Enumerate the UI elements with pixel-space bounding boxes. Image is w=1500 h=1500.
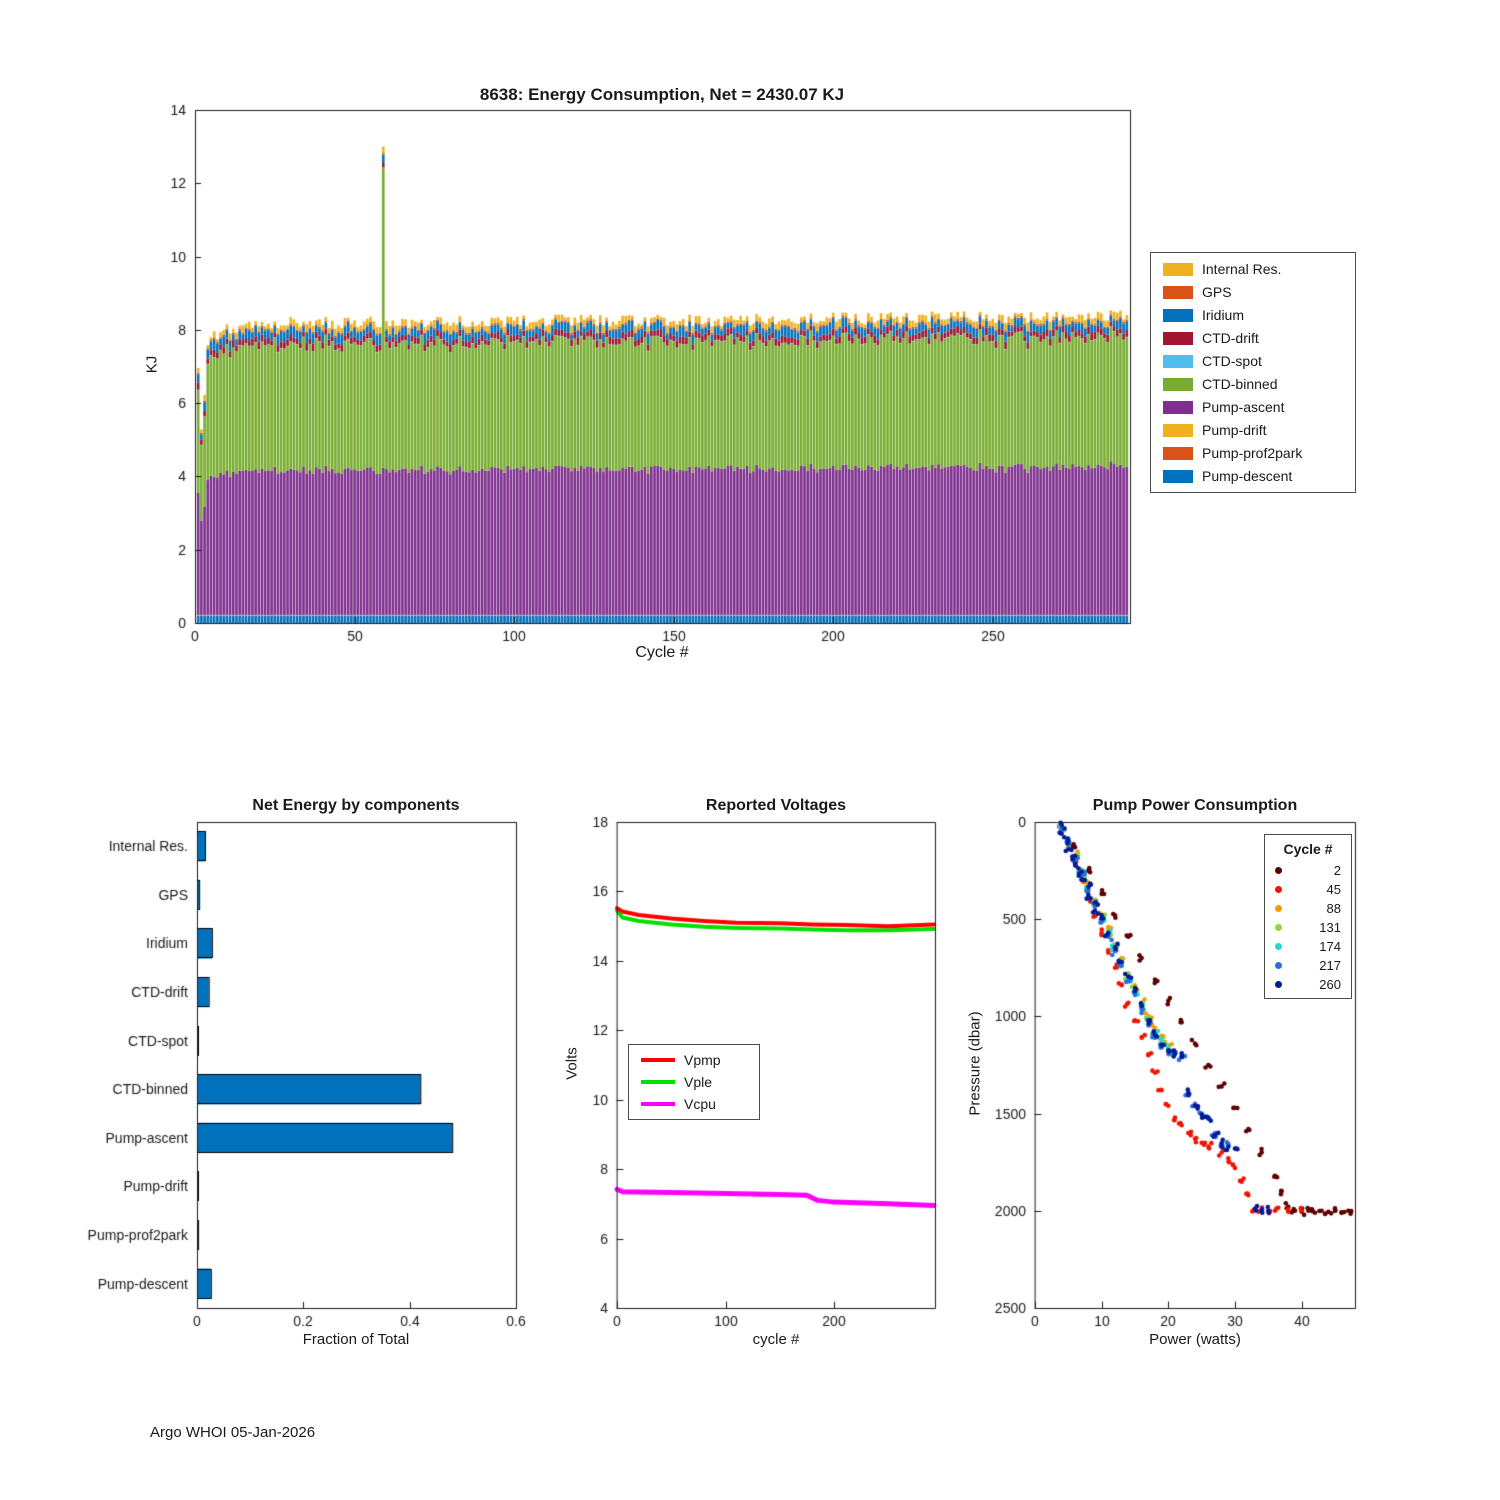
legend-item: Iridium <box>1163 307 1343 323</box>
legend-swatch <box>641 1058 675 1062</box>
voltages-ylabel: Volts <box>563 1047 581 1080</box>
pump-legend-title: Cycle # <box>1283 841 1333 857</box>
legend-label: Pump-descent <box>1202 468 1293 484</box>
legend-swatch <box>1163 446 1193 460</box>
legend-swatch <box>641 1080 675 1084</box>
legend-label: 131 <box>1319 920 1341 935</box>
legend-item: 131 <box>1275 920 1341 935</box>
legend-swatch <box>641 1102 675 1106</box>
voltages-xlabel: cycle # <box>752 1331 800 1348</box>
legend-item: 45 <box>1275 882 1341 897</box>
legend-label: Pump-drift <box>1202 422 1267 438</box>
legend-label: CTD-drift <box>1202 330 1259 346</box>
legend-label: 88 <box>1326 901 1341 916</box>
legend-label: Internal Res. <box>1202 261 1282 277</box>
legend-label: CTD-binned <box>1202 376 1278 392</box>
energy-ylabel: KJ <box>143 355 161 374</box>
legend-swatch <box>1163 354 1193 368</box>
legend-item: 217 <box>1275 958 1341 973</box>
voltages-legend: Vpmp Vple Vcpu <box>628 1044 760 1120</box>
legend-label: Pump-prof2park <box>1202 445 1303 461</box>
pump-power-xlabel: Power (watts) <box>1149 1331 1241 1348</box>
legend-item: 174 <box>1275 939 1341 954</box>
legend-item: Vple <box>641 1074 747 1090</box>
legend-label: Vpmp <box>684 1052 721 1068</box>
legend-label: Pump-ascent <box>1202 399 1285 415</box>
legend-swatch <box>1275 886 1282 893</box>
legend-swatch <box>1163 400 1193 414</box>
legend-label: 45 <box>1326 882 1341 897</box>
legend-swatch <box>1163 377 1193 391</box>
net-energy-xlabel: Fraction of Total <box>302 1331 410 1348</box>
legend-item: Pump-prof2park <box>1163 445 1343 461</box>
legend-label: 174 <box>1319 939 1341 954</box>
legend-label: CTD-spot <box>1202 353 1262 369</box>
legend-item: CTD-spot <box>1163 353 1343 369</box>
pump-cycle-legend: Cycle # 2 45 88 131 174 217 260 <box>1264 834 1352 999</box>
legend-item: Pump-ascent <box>1163 399 1343 415</box>
legend-item: CTD-binned <box>1163 376 1343 392</box>
legend-label: Iridium <box>1202 307 1245 323</box>
legend-swatch <box>1163 331 1193 345</box>
energy-legend: Internal Res. GPS Iridium CTD-drift CTD-spot… <box>1150 252 1356 493</box>
legend-item: 2 <box>1275 863 1341 878</box>
net-energy-title: Net Energy by components <box>252 797 460 814</box>
legend-swatch <box>1275 943 1282 950</box>
energy-xlabel: Cycle # <box>635 644 689 661</box>
legend-item: Internal Res. <box>1163 261 1343 277</box>
legend-swatch <box>1163 308 1193 322</box>
legend-label: 2 <box>1333 863 1341 878</box>
footer-text: Argo WHOI 05-Jan-2026 <box>150 1424 316 1441</box>
legend-item: 88 <box>1275 901 1341 916</box>
legend-item: CTD-drift <box>1163 330 1343 346</box>
pump-power-ylabel: Pressure (dbar) <box>966 1011 984 1116</box>
legend-item: Pump-drift <box>1163 422 1343 438</box>
legend-swatch <box>1275 924 1282 931</box>
legend-item: Pump-descent <box>1163 468 1343 484</box>
legend-label: 217 <box>1319 958 1341 973</box>
legend-item: Vcpu <box>641 1096 747 1112</box>
legend-item: GPS <box>1163 284 1343 300</box>
pump-power-title: Pump Power Consumption <box>1092 797 1298 814</box>
legend-swatch <box>1275 867 1282 874</box>
legend-swatch <box>1163 423 1193 437</box>
legend-swatch <box>1163 262 1193 276</box>
legend-swatch <box>1163 469 1193 483</box>
legend-swatch <box>1275 962 1282 969</box>
voltages-title: Reported Voltages <box>705 797 847 814</box>
legend-swatch <box>1275 981 1282 988</box>
legend-label: Vple <box>684 1074 713 1090</box>
legend-label: GPS <box>1202 284 1232 300</box>
energy-chart-title: 8638: Energy Consumption, Net = 2430.07 … <box>479 85 845 104</box>
legend-item: 260 <box>1275 977 1341 992</box>
legend-item: Vpmp <box>641 1052 747 1068</box>
legend-swatch <box>1275 905 1282 912</box>
legend-label: 260 <box>1319 977 1341 992</box>
legend-label: Vcpu <box>684 1096 716 1112</box>
legend-swatch <box>1163 285 1193 299</box>
